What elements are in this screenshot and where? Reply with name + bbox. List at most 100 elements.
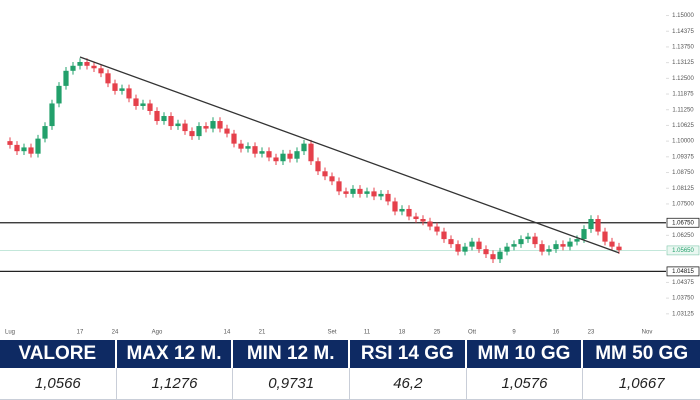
candle-body: [77, 62, 83, 66]
candle-body: [462, 246, 468, 252]
candle-body: [21, 147, 27, 152]
chart: 1.15000 1.14375 1.13750 1.13125 1.12500 1.118…: [0, 13, 700, 336]
candle-body: [504, 246, 510, 252]
candle-body: [203, 126, 209, 129]
candle-body: [322, 171, 328, 177]
candle-body: [602, 231, 608, 242]
candle-body: [497, 251, 503, 260]
candle-body: [175, 123, 181, 127]
y-tick-label: 1.10625: [672, 123, 694, 129]
candle-body: [49, 103, 55, 127]
candle-body: [287, 153, 293, 159]
candle-body: [231, 133, 237, 144]
candle-body: [329, 176, 335, 182]
candle-body: [126, 88, 132, 99]
candle-body: [14, 144, 20, 152]
candle-body: [280, 153, 286, 162]
last-price-box: [666, 245, 700, 256]
x-tick-label: 9: [512, 330, 516, 336]
candle-body: [434, 226, 440, 232]
candle-body: [427, 221, 433, 227]
table-header: MM 50 GG: [583, 340, 700, 368]
candle-body: [336, 181, 342, 192]
candle-body: [371, 191, 377, 197]
y-tick-label: 1.09375: [672, 154, 694, 160]
y-tick-label: 1.13125: [672, 60, 694, 66]
candle-body: [210, 121, 216, 129]
x-tick-label: Ott: [468, 330, 476, 336]
candle-body: [560, 244, 566, 247]
x-tick-label: 17: [77, 330, 84, 336]
candle-body: [574, 239, 580, 242]
candle-body: [364, 191, 370, 194]
candle-body: [98, 68, 104, 74]
y-tick-label: 1.10000: [672, 139, 694, 145]
candle-body: [245, 146, 251, 149]
candle-body: [595, 219, 601, 232]
y-tick-label: 1.14375: [672, 29, 694, 35]
candle-body: [448, 239, 454, 245]
y-tick-label: 1.08125: [672, 186, 694, 192]
candle-body: [539, 244, 545, 252]
y-tick-label: 1.12500: [672, 76, 694, 82]
candle-body: [385, 193, 391, 202]
candle-body: [252, 146, 258, 154]
candle-body: [294, 151, 300, 159]
candle-body: [189, 131, 195, 137]
candle-body: [196, 126, 202, 137]
table-cell: 1,1276: [116, 368, 234, 400]
level-label: 1.04815: [672, 269, 694, 275]
table-cell: 1,0667: [583, 368, 700, 400]
candle-body: [133, 98, 139, 106]
candle-body: [182, 123, 188, 132]
candle-body: [511, 244, 517, 247]
candle-body: [581, 229, 587, 240]
candle-body: [553, 244, 559, 250]
y-tick-label: 1.08750: [672, 170, 694, 176]
candle-body: [315, 161, 321, 172]
table-cell: 1,0566: [0, 368, 117, 400]
x-tick-label: 14: [224, 330, 231, 336]
table-cell: 0,9731: [233, 368, 350, 400]
candle-body: [378, 193, 384, 197]
candle-body: [56, 85, 62, 104]
trend-line: [79, 56, 620, 254]
candle-body: [259, 151, 265, 154]
candle-body: [546, 249, 552, 252]
x-tick-label: Lug: [5, 330, 15, 336]
candle-body: [266, 151, 272, 158]
candle-body: [112, 83, 118, 91]
candle-body: [420, 219, 426, 222]
candle-body: [35, 138, 41, 154]
y-tick-label: 1.11250: [672, 107, 694, 113]
candle-body: [616, 246, 622, 251]
candle-body: [469, 241, 475, 247]
x-tick-label: Set: [327, 330, 336, 336]
candle-body: [399, 208, 405, 212]
y-tick-label: 1.07500: [672, 202, 694, 208]
candle-body: [413, 216, 419, 220]
x-tick-label: 11: [364, 330, 371, 336]
candle-body: [567, 241, 573, 247]
candle-body: [28, 147, 34, 154]
candle-body: [119, 88, 125, 91]
candle-body: [609, 241, 615, 247]
y-tick-label: 1.06250: [672, 233, 694, 239]
candle-body: [91, 65, 97, 69]
x-tick-label: Ago: [152, 330, 163, 336]
candle-body: [238, 143, 244, 149]
candle-body: [154, 110, 160, 122]
candle-body: [532, 236, 538, 245]
candle-body: [490, 254, 496, 260]
candle-body: [483, 249, 489, 255]
candle-body: [7, 141, 13, 145]
candle-body: [147, 103, 153, 111]
candle-body: [42, 126, 48, 139]
x-tick-label: 16: [553, 330, 560, 336]
table-header: MAX 12 M.: [116, 340, 234, 368]
candle-body: [161, 116, 167, 122]
y-tick-label: 1.04375: [672, 280, 694, 286]
candle-body: [343, 191, 349, 194]
candle-body: [455, 244, 461, 252]
